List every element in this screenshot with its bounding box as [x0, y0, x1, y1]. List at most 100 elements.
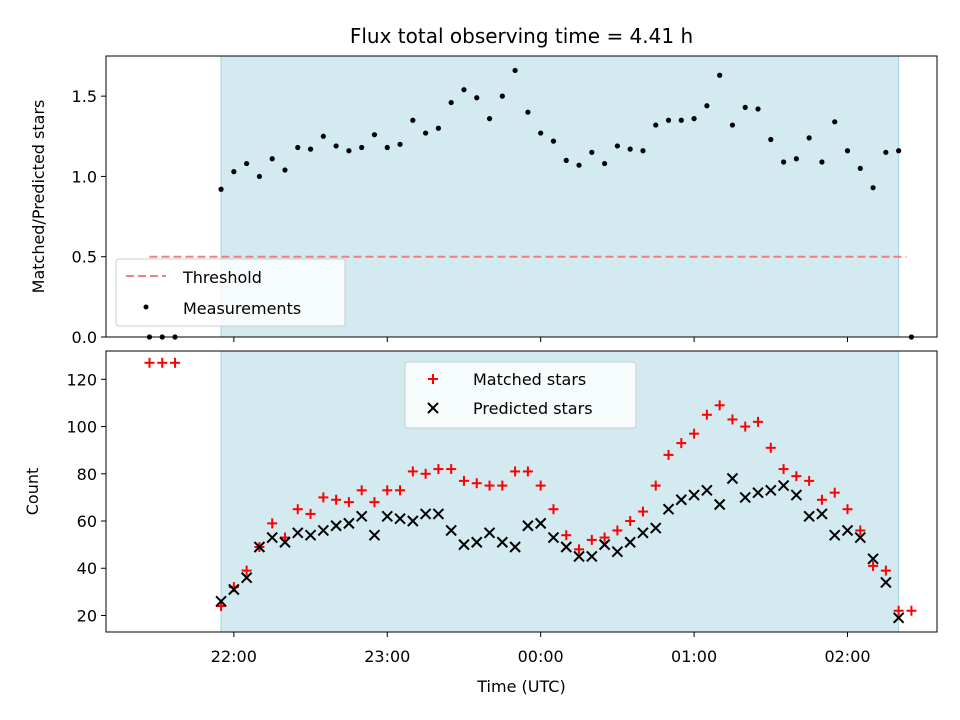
predicted-point-b — [777, 479, 790, 492]
measurement-point — [538, 130, 544, 136]
measurement-point — [614, 143, 620, 149]
predicted-point — [496, 536, 509, 548]
measurement-point — [448, 99, 454, 106]
predicted-point-b — [445, 524, 457, 537]
predicted-point — [650, 522, 662, 534]
predicted-point-b — [611, 546, 624, 558]
y-tick-label: 60 — [77, 512, 97, 531]
matched-point — [446, 464, 457, 475]
matched-point — [625, 516, 636, 527]
y-tick-label: 0.0 — [72, 328, 97, 347]
predicted-point-b — [560, 541, 572, 553]
measurement-point — [704, 103, 710, 109]
matched-point — [305, 508, 316, 519]
bottom-axes-frame — [105, 350, 938, 633]
matched-point — [880, 565, 891, 576]
predicted-point-b — [662, 503, 675, 515]
measurement-point — [806, 135, 812, 141]
matched-point — [586, 534, 597, 545]
measurement-point — [333, 143, 339, 149]
matched-point — [157, 357, 168, 368]
x-tick-label: 01:00 — [671, 647, 717, 666]
x-tick-label: 02:00 — [824, 647, 870, 666]
measurement-point — [640, 148, 646, 154]
matched-point — [868, 560, 879, 571]
measurement-point — [832, 119, 838, 125]
top-x-ticks — [233, 337, 849, 342]
measurement-point — [793, 156, 799, 162]
predicted-point-b — [829, 529, 841, 541]
matched-point — [331, 494, 342, 505]
measurement-point — [371, 132, 378, 138]
predicted-point — [624, 536, 636, 548]
predicted-point-b — [394, 512, 406, 525]
predicted-point — [228, 583, 240, 596]
predicted-point-b — [739, 491, 751, 504]
predicted-point — [790, 489, 803, 501]
predicted-point — [752, 486, 764, 499]
predicted-point — [368, 529, 381, 541]
predicted-point-b — [752, 486, 764, 499]
predicted-point — [713, 498, 726, 511]
legend-predicted-swatch — [427, 402, 439, 414]
predicted-point-b — [880, 576, 892, 589]
matched-point — [484, 480, 495, 491]
x-tick-label: 00:00 — [518, 647, 564, 666]
measurement-point — [742, 104, 748, 110]
measurement-point — [307, 146, 314, 152]
matched-point — [420, 468, 431, 479]
predicted-point-b — [330, 520, 342, 532]
measurement-point — [883, 149, 889, 155]
matched-point — [241, 565, 252, 576]
predicted-point-b — [573, 550, 585, 563]
matched-point — [842, 504, 853, 515]
chart-title: Flux total observing time = 4.41 h — [350, 24, 693, 48]
matched-point — [663, 449, 674, 460]
predicted-point — [419, 508, 432, 520]
predicted-point — [534, 517, 547, 530]
predicted-point — [701, 484, 713, 497]
y-tick-label: 1.0 — [72, 167, 97, 186]
measurement-point — [665, 117, 672, 123]
y-tick-label: 1.5 — [72, 87, 97, 106]
legend-matched-swatch — [428, 374, 438, 384]
measurement-point — [461, 87, 467, 93]
matched-point — [395, 485, 406, 496]
predicted-point — [304, 529, 317, 541]
measurement-point — [768, 136, 774, 143]
predicted-point — [816, 508, 828, 520]
matched-point — [765, 442, 776, 453]
predicted-point — [292, 527, 304, 539]
predicted-point-b — [841, 524, 854, 537]
measurement-point — [269, 156, 275, 162]
predicted-point-b — [292, 527, 304, 539]
predicted-point — [343, 517, 355, 530]
y-tick-label: 120 — [66, 370, 97, 389]
measurement-point — [844, 148, 851, 154]
predicted-point — [240, 571, 253, 584]
measurement-point — [410, 117, 416, 123]
matched-point — [701, 409, 712, 420]
matched-point — [778, 464, 789, 475]
measurements-series — [146, 67, 915, 340]
predicted-point — [381, 510, 393, 523]
matched-point — [318, 492, 329, 503]
predicted-point-b — [419, 508, 432, 520]
matched-point — [497, 480, 508, 491]
measurement-point — [512, 67, 518, 74]
predicted-point-b — [713, 498, 726, 511]
predicted-point-b — [483, 527, 496, 539]
predicted-point-b — [816, 508, 828, 520]
predicted-point-b — [355, 510, 368, 523]
predicted-point — [560, 541, 572, 553]
matched-point — [650, 480, 661, 491]
measurement-point — [563, 157, 569, 163]
predicted-point — [880, 576, 892, 589]
matched-point — [791, 471, 802, 482]
measurement-point — [653, 122, 659, 128]
predicted-stars-series — [215, 472, 905, 624]
predicted-point — [777, 479, 790, 492]
matched-point — [816, 494, 827, 505]
matched-point — [369, 497, 380, 508]
measurement-point — [474, 95, 480, 101]
